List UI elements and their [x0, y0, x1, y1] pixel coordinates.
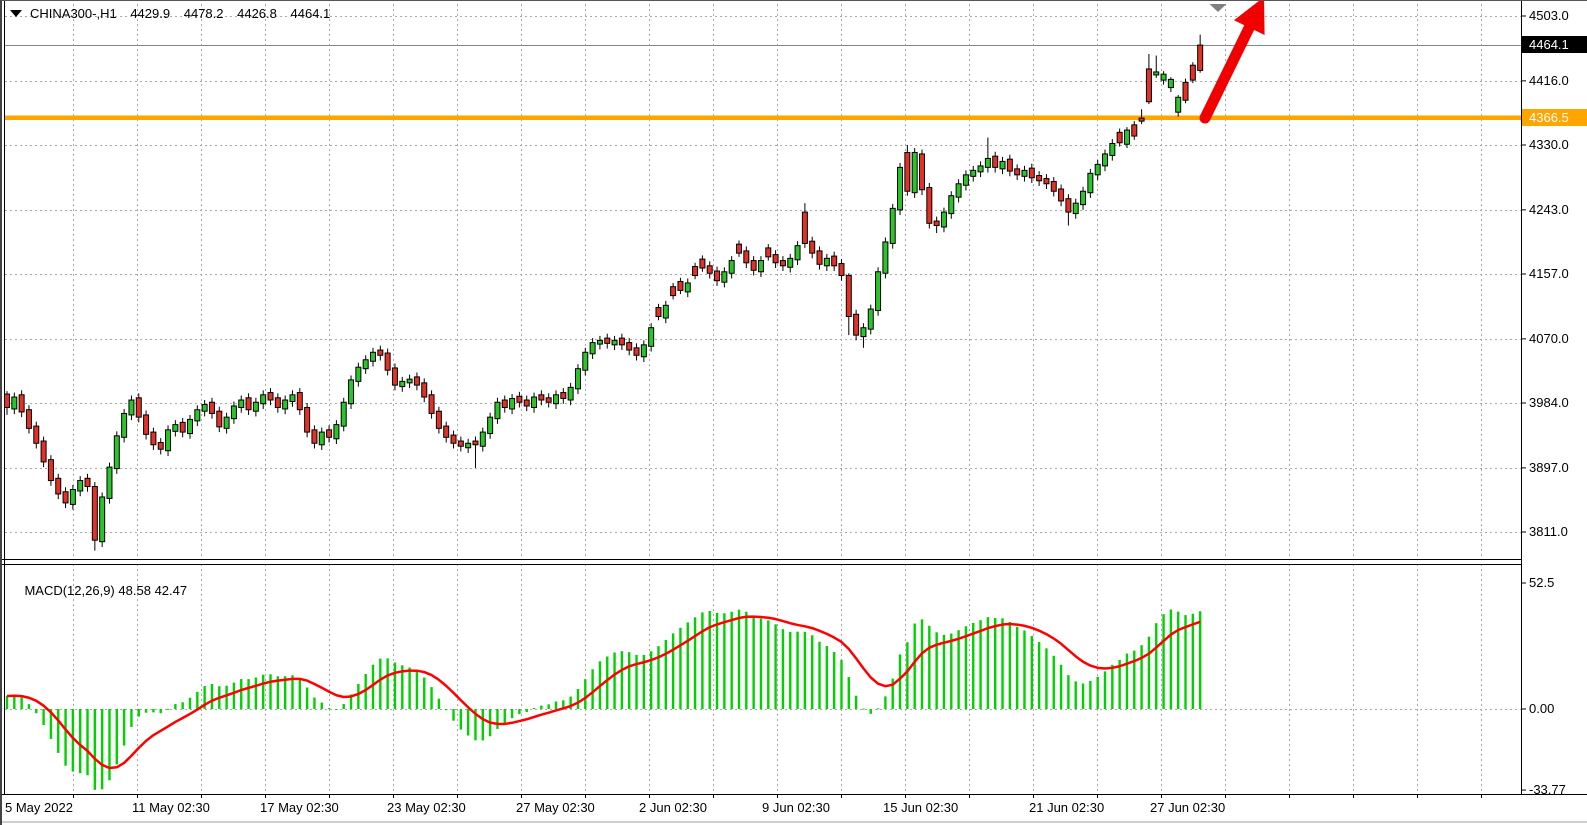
price-tick-label: 3811.0: [1529, 524, 1568, 539]
grid-lines: [5, 4, 1521, 794]
time-axis-label: 11 May 02:30: [132, 800, 210, 815]
macd-tick-label: 0.00: [1529, 701, 1555, 716]
macd-main-value: 48.58: [118, 583, 151, 598]
macd-tick-label: 52.5: [1529, 575, 1555, 590]
ohlc-close: 4464.1: [290, 6, 331, 21]
time-axis-label: 27 Jun 02:30: [1150, 800, 1226, 815]
time-axis-label: 15 Jun 02:30: [883, 800, 959, 815]
macd-tick-label: -33.77: [1529, 782, 1566, 797]
time-axis-label: 9 Jun 02:30: [762, 800, 830, 815]
price-tick-label: 4070.0: [1529, 331, 1569, 346]
macd-pane: [5, 609, 1202, 790]
price-tick-label: 4416.0: [1529, 73, 1569, 88]
price-tick-label: 4157.0: [1529, 266, 1569, 281]
chart-shift-marker-icon[interactable]: [1209, 4, 1227, 12]
time-axis-label: 27 May 02:30: [516, 800, 595, 815]
price-tick-label: 3984.0: [1529, 395, 1569, 410]
macd-signal-line: [6, 615, 1201, 770]
price-tick-label: 4503.0: [1529, 8, 1569, 23]
chart-header: CHINA300-,H1 4429.9 4478.2 4426.8 4464.1: [10, 6, 330, 21]
ohlc-high: 4478.2: [183, 6, 224, 21]
ohlc-open: 4429.9: [130, 6, 171, 21]
macd-indicator-header: MACD(12,26,9) 48.58 42.47: [10, 568, 187, 613]
price-tick-label: 4243.0: [1529, 202, 1569, 217]
current-price-label: 4464.1: [1522, 36, 1587, 53]
time-axis-label: 23 May 02:30: [387, 800, 466, 815]
time-axis-label: 5 May 2022: [5, 800, 73, 815]
candles: [4, 34, 1204, 551]
time-axis-label: 17 May 02:30: [260, 800, 339, 815]
level-price-label: 4366.5: [1522, 109, 1587, 126]
price-tick-label: 4330.0: [1529, 137, 1569, 152]
symbol-timeframe: CHINA300-,H1: [30, 6, 117, 21]
macd-label: MACD(12,26,9): [24, 583, 115, 598]
time-axis-label: 2 Jun 02:30: [639, 800, 707, 815]
time-axis-label: 21 Jun 02:30: [1029, 800, 1105, 815]
price-tick-label: 3897.0: [1529, 460, 1569, 475]
ohlc-low: 4426.8: [237, 6, 277, 21]
symbol-dropdown-icon[interactable]: [10, 10, 22, 17]
macd-signal-value: 42.47: [154, 583, 188, 598]
trend-arrow-annotation[interactable]: [1199, 1, 1265, 124]
